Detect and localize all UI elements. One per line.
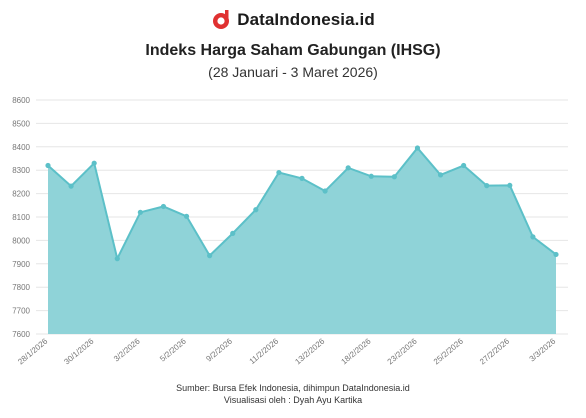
x-tick-label: 13/2/2026 xyxy=(293,336,326,366)
x-tick-label: 27/2/2026 xyxy=(478,336,511,366)
area-fill xyxy=(48,147,556,334)
data-point xyxy=(345,165,351,171)
data-point xyxy=(253,207,259,213)
y-tick-label: 7800 xyxy=(12,283,30,292)
x-tick-label: 18/2/2026 xyxy=(340,336,373,366)
y-tick-label: 7700 xyxy=(12,307,30,316)
y-tick-label: 7600 xyxy=(12,330,30,339)
data-point xyxy=(114,256,120,262)
y-tick-label: 8000 xyxy=(12,236,30,245)
data-point xyxy=(299,175,305,181)
data-point xyxy=(391,174,397,180)
data-point xyxy=(461,162,467,169)
x-tick-label: 9/2/2026 xyxy=(204,336,234,363)
x-tick-label: 28/1/2026 xyxy=(16,336,49,366)
data-point xyxy=(414,145,421,151)
data-point xyxy=(160,203,167,210)
source-text: Sumber: Bursa Efek Indonesia, dihimpun D… xyxy=(176,383,410,393)
y-tick-label: 8500 xyxy=(12,119,30,128)
data-point xyxy=(484,183,490,189)
y-axis-ticks: 7600 7700 7800 7900 8000 8100 8200 8300 8400 8500… xyxy=(12,96,30,339)
x-axis-ticks: 28/1/2026 30/1/2026 3/2/2026 5/2/2026 9/2/20… xyxy=(16,336,557,366)
x-tick-label: 3/2/2026 xyxy=(112,336,142,363)
data-point xyxy=(230,230,236,236)
y-tick-label: 8600 xyxy=(12,96,30,105)
chart-title: Indeks Harga Saham Gabungan (IHSG) xyxy=(145,42,441,59)
data-point xyxy=(437,172,444,178)
y-tick-label: 8400 xyxy=(12,143,30,152)
x-tick-label: 11/2/2026 xyxy=(248,336,281,366)
chart-subtitle: (28 Januari - 3 Maret 2026) xyxy=(208,64,378,80)
x-tick-label: 5/2/2026 xyxy=(158,336,188,363)
data-point xyxy=(530,234,536,240)
data-point xyxy=(368,173,374,179)
x-tick-label: 30/1/2026 xyxy=(62,336,95,366)
x-tick-label: 25/2/2026 xyxy=(432,336,465,366)
dataindonesia-logo-icon xyxy=(213,10,230,29)
y-tick-label: 8300 xyxy=(12,166,30,175)
y-tick-label: 7900 xyxy=(12,260,30,269)
data-point xyxy=(68,183,74,189)
ihsg-area-chart: 7600 7700 7800 7900 8000 8100 8200 8300 8400 8500… xyxy=(12,96,568,366)
data-point xyxy=(207,253,213,259)
data-point xyxy=(91,160,97,166)
x-tick-label: 3/3/2026 xyxy=(528,336,558,363)
data-point xyxy=(45,162,51,169)
data-point xyxy=(183,213,190,219)
series-points xyxy=(45,145,559,262)
data-point xyxy=(322,188,328,194)
data-point xyxy=(137,209,143,215)
y-tick-label: 8200 xyxy=(12,190,30,199)
credit-text: Visualisasi oleh : Dyah Ayu Kartika xyxy=(223,395,363,405)
data-point xyxy=(276,169,282,176)
data-point xyxy=(553,251,559,258)
chart-footer: Sumber: Bursa Efek Indonesia, dihimpun D… xyxy=(0,382,586,406)
brand-name: DataIndonesia.id xyxy=(237,10,375,29)
x-tick-label: 23/2/2026 xyxy=(386,336,419,366)
y-tick-label: 8100 xyxy=(12,213,30,222)
brand-header: DataIndonesia.id xyxy=(0,10,586,30)
data-point xyxy=(507,182,513,189)
